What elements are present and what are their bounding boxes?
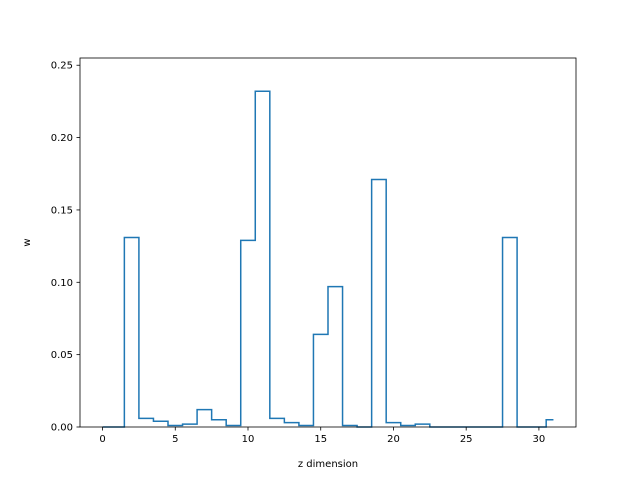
x-tick-label: 15 <box>314 434 327 445</box>
plot-area <box>80 58 576 427</box>
y-tick-label: 0.05 <box>51 350 73 361</box>
x-axis-ticks: 0 5 10 15 20 25 30 <box>99 427 545 445</box>
x-tick-label: 10 <box>242 434 255 445</box>
x-tick-label: 5 <box>172 434 178 445</box>
x-tick-label: 30 <box>533 434 546 445</box>
y-tick-label: 0.00 <box>51 423 73 434</box>
y-tick-label: 0.15 <box>51 205 73 216</box>
y-tick-label: 0.25 <box>51 61 73 72</box>
y-tick-label: 0.10 <box>51 278 73 289</box>
axes-frame <box>79 57 577 428</box>
x-axis-label: z dimension <box>298 459 358 470</box>
x-tick-label: 0 <box>99 434 105 445</box>
y-axis-label: w <box>22 238 33 246</box>
y-tick-label: 0.20 <box>51 133 73 144</box>
y-axis-ticks: 0.00 0.05 0.10 0.15 0.20 0.25 <box>51 61 80 434</box>
x-tick-label: 20 <box>387 434 400 445</box>
x-tick-label: 25 <box>460 434 473 445</box>
